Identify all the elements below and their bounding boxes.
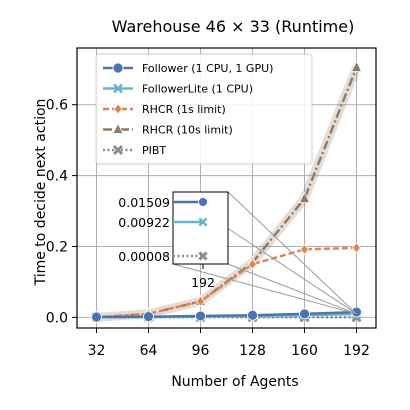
- data-point: [350, 60, 363, 72]
- legend-marker: [112, 122, 124, 134]
- data-point: [91, 311, 102, 323]
- legend: Follower (1 CPU, 1 GPU) FollowerLite (1 C…: [95, 53, 313, 165]
- series-area: [90, 60, 363, 324]
- legend-label: Follower (1 CPU, 1 GPU): [142, 62, 273, 75]
- inset-value-label: 0.01509: [118, 195, 170, 210]
- inset-value-label: 0.00922: [118, 215, 170, 230]
- data-point: [351, 242, 362, 254]
- data-point: [247, 309, 258, 321]
- x-tick-label: 32: [88, 343, 106, 359]
- inset-point: [198, 251, 208, 261]
- legend-label: RHCR (1s limit): [142, 103, 226, 116]
- data-point: [298, 191, 311, 204]
- y-tick-label: 0.4: [46, 169, 68, 185]
- data-point: [143, 311, 154, 323]
- data-point: [195, 310, 206, 322]
- x-axis-label: Number of Agents: [171, 374, 298, 390]
- legend-label: RHCR (10s limit): [142, 124, 233, 137]
- axis-ticks: 32 64 96 128 160 192 0.0 0.2 0.4 0.6: [46, 98, 370, 359]
- data-point: [299, 243, 310, 255]
- chart-title: Warehouse 46 × 33 (Runtime): [112, 17, 355, 36]
- inset-x-tick-label: 192: [191, 275, 215, 290]
- series-line: [96, 246, 357, 319]
- x-tick-label: 192: [343, 343, 370, 359]
- data-point: [195, 295, 206, 308]
- series-line: [96, 310, 357, 319]
- legend-marker: [113, 103, 123, 115]
- legend-label: PIBT: [142, 144, 166, 157]
- plot-frame: [76, 47, 377, 329]
- inset-value-label: 0.00008: [118, 249, 170, 264]
- x-tick-label: 96: [192, 343, 210, 359]
- legend-label: FollowerLite (1 CPU): [142, 83, 253, 96]
- x-tick-label: 160: [291, 343, 318, 359]
- legend-marker: [112, 62, 124, 74]
- legend-box: [95, 53, 313, 165]
- inset-zoom: 0.01509 0.00922 0.00008 192: [118, 191, 357, 315]
- y-tick-label: 0.6: [46, 98, 68, 114]
- data-point: [299, 308, 310, 320]
- legend-marker: [112, 144, 124, 156]
- inset-connector: [227, 263, 357, 315]
- inset-connector: [227, 191, 357, 315]
- axes-box: [76, 47, 377, 329]
- y-tick-label: 0.0: [46, 310, 68, 326]
- inset-point: [198, 217, 208, 227]
- inset-point: [198, 197, 208, 207]
- x-tick-label: 64: [140, 343, 158, 359]
- y-tick-label: 0.2: [46, 239, 68, 255]
- data-point: [247, 258, 258, 270]
- x-tick-label: 128: [239, 343, 266, 359]
- legend-marker: [113, 83, 123, 94]
- y-axis-label: Time to decide next action: [33, 99, 49, 287]
- inset-connector: [172, 263, 357, 315]
